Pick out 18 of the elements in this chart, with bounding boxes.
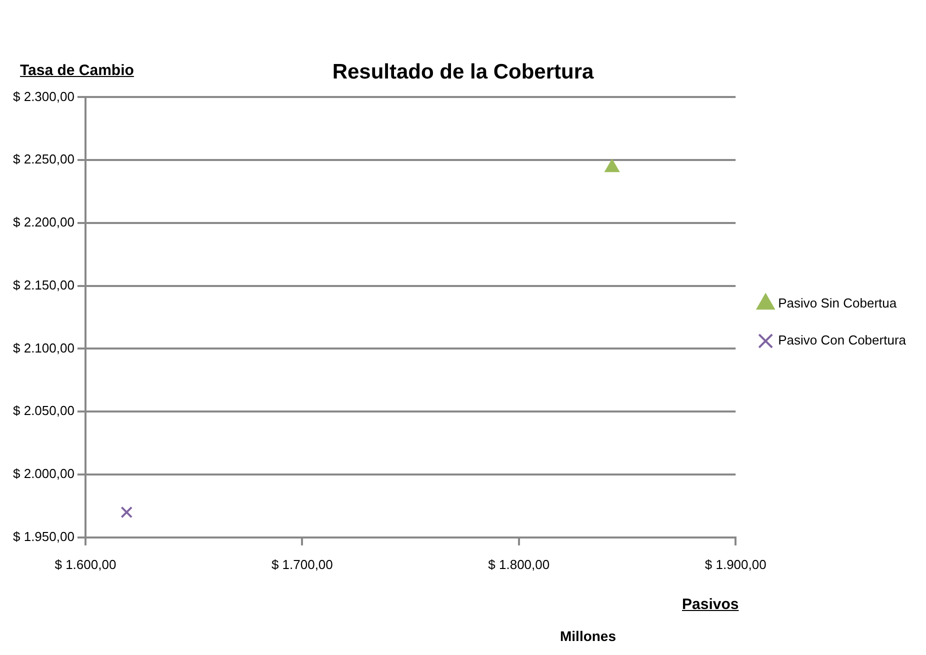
y-tick-label: $ 1.950,00 xyxy=(12,528,74,544)
y-tick-label: $ 2.150,00 xyxy=(12,277,74,292)
legend-label: Pasivo Sin Cobertua xyxy=(778,296,898,311)
y-tick-label: $ 2.200,00 xyxy=(12,214,74,230)
text: Millones xyxy=(560,628,616,644)
y-axis-title: Tasa de Cambio xyxy=(20,62,134,79)
y-tick-label: $ 2.100,00 xyxy=(12,340,74,356)
chart-title: Resultado de la Cobertura xyxy=(332,60,594,84)
x-axis-title: Pasivos xyxy=(682,596,739,613)
x-tick-label: $ 1.800,00 xyxy=(488,556,550,572)
x-tick-label: $ 1.600,00 xyxy=(54,556,116,572)
y-tick-label: $ 2.000,00 xyxy=(12,466,74,482)
x-tick-label: $ 1.900,00 xyxy=(704,556,766,572)
y-tick-label: $ 2.250,00 xyxy=(12,152,74,167)
x-tick-label: $ 1.700,00 xyxy=(271,556,333,572)
legend-label: Pasivo Con Cobertura xyxy=(778,332,907,348)
y-tick-label: $ 2.300,00 xyxy=(12,88,74,104)
y-tick-label: $ 2.050,00 xyxy=(12,403,74,418)
